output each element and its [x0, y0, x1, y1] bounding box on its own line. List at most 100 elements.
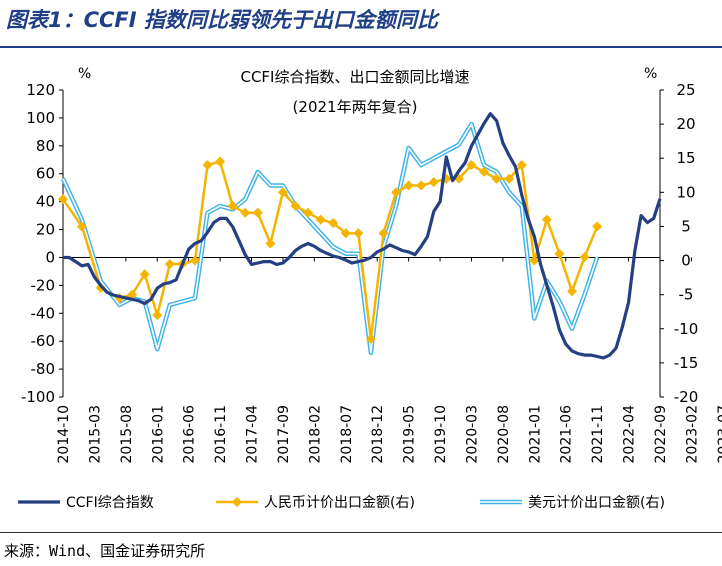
series-rmb-export-point [554, 248, 565, 259]
series-rmb-export-point [365, 334, 376, 345]
x-axis-ticks: 2014-10 2015-03 2015-08 2016-01 2016-06 2016-… [56, 257, 722, 464]
chart-subtitle: (2021年两年复合) [293, 98, 418, 116]
series-rmb-export-point [240, 207, 251, 218]
x-tick-label: 2021-11 [590, 405, 606, 464]
series-rmb-export-point [491, 173, 502, 184]
series-rmb-export-point [303, 207, 314, 218]
series-rmb-export-point [127, 289, 138, 300]
source-rule [0, 532, 722, 533]
right-tick-label: -5 [679, 286, 694, 304]
series-rmb-export-point [479, 166, 490, 177]
series-rmb-export-line [61, 160, 599, 341]
series-ccfi-line [63, 112, 662, 360]
legend-rmb-marker [232, 497, 242, 507]
chart-title: CCFI综合指数、出口金额同比增速 [240, 68, 469, 86]
chart-series [58, 112, 662, 360]
series-usd-export-line [60, 121, 600, 355]
left-tick-label: 20 [36, 221, 55, 239]
series-rmb-export-point [416, 180, 427, 191]
x-tick-label: 2019-10 [433, 405, 449, 464]
right-tick-label: 15 [676, 149, 695, 167]
x-tick-label: 2018-12 [370, 405, 386, 464]
series-rmb-export-point [516, 160, 527, 171]
x-tick-label: 2022-04 [622, 405, 638, 464]
left-tick-label: -60 [31, 332, 56, 350]
series-rmb-export-point [164, 258, 175, 269]
x-tick-label: 2016-06 [182, 405, 198, 464]
x-tick-label: 2017-04 [245, 405, 261, 464]
series-rmb-export-point [315, 214, 326, 225]
legend-usd-label: 美元计价出口金额(右) [528, 495, 665, 511]
series-rmb-export-point [504, 173, 515, 184]
left-tick-label: 60 [36, 165, 55, 183]
x-tick-label: 2018-02 [307, 405, 323, 464]
left-tick-label: -20 [31, 276, 56, 294]
series-rmb-export-point [579, 252, 590, 263]
left-tick-label: -80 [31, 360, 56, 378]
x-tick-label: 2021-06 [559, 405, 575, 464]
series-rmb-export-point [290, 200, 301, 211]
left-tick-label: 120 [26, 81, 55, 99]
right-tick-label: 0 [681, 252, 691, 270]
x-tick-label: 2019-05 [402, 405, 418, 464]
left-tick-label: 40 [36, 193, 55, 211]
series-rmb-export-point [428, 177, 439, 188]
left-tick-label: 0 [45, 248, 55, 266]
left-tick-label: -100 [21, 388, 55, 406]
series-rmb-export-point [353, 228, 364, 239]
left-axis-unit: % [78, 66, 91, 82]
chart-legend: CCFI综合指数 人民币计价出口金额(右) 美元计价出口金额(右) [18, 495, 665, 511]
series-rmb-export-point [202, 160, 213, 171]
x-tick-label: 2015-08 [119, 405, 135, 464]
series-rmb-export-point [76, 221, 87, 232]
legend-ccfi-label: CCFI综合指数 [66, 495, 154, 511]
right-tick-label: 5 [681, 217, 691, 235]
x-tick-label: 2020-03 [464, 405, 480, 464]
left-tick-label: 100 [26, 109, 55, 127]
x-tick-label: 2023-02 [684, 405, 700, 464]
series-rmb-export-point [466, 160, 477, 171]
x-tick-label: 2022-09 [653, 405, 669, 464]
series-rmb-export-point [378, 228, 389, 239]
x-tick-label: 2017-09 [276, 405, 292, 464]
x-tick-label: 2015-03 [87, 405, 103, 464]
source-note: 来源：Wind、国金证券研究所 [4, 542, 206, 560]
right-tick-label: -15 [674, 354, 699, 372]
series-rmb-export-point [403, 180, 414, 191]
right-tick-label: 20 [676, 115, 695, 133]
series-rmb-export-point [541, 214, 552, 225]
x-tick-label: 2016-11 [213, 405, 229, 464]
right-axis-ticks: 25 20 15 10 5 0 -5 -10 -15 -20 [660, 81, 698, 406]
series-rmb-export-point [328, 218, 339, 229]
series-rmb-export-point [265, 238, 276, 249]
series-usd-export-line-inner [62, 123, 598, 354]
series-rmb-export-point [391, 187, 402, 198]
series-rmb-export-point [592, 221, 603, 232]
series-rmb-export-point [139, 269, 150, 280]
x-tick-label: 2016-01 [150, 405, 166, 464]
series-rmb-export-point [277, 187, 288, 198]
right-tick-label: -20 [674, 388, 699, 406]
series-rmb-export-point [252, 207, 263, 218]
x-tick-label: 2018-07 [339, 405, 355, 464]
x-tick-label: 2020-08 [496, 405, 512, 464]
right-tick-label: -10 [674, 320, 699, 338]
series-rmb-export-point [58, 194, 68, 205]
right-tick-label: 10 [676, 183, 695, 201]
x-tick-label: 2023-07 [716, 405, 722, 464]
left-tick-label: 80 [36, 137, 55, 155]
series-rmb-export-point [215, 156, 226, 167]
series-rmb-export-point [227, 200, 238, 211]
left-tick-label: -40 [31, 304, 56, 322]
legend-rmb-label: 人民币计价出口金额(右) [264, 495, 415, 511]
x-tick-label: 2021-01 [527, 405, 543, 464]
series-rmb-export-point [567, 286, 578, 297]
figure-title: 图表1：CCFI 指数同比弱领先于出口金额同比 [6, 8, 438, 32]
series-rmb-export-point [152, 310, 163, 321]
left-axis-ticks: 120 100 80 60 40 20 0 -20 -40 -60 -80 -100 [21, 81, 63, 406]
title-rule [0, 46, 722, 48]
right-axis-unit: % [644, 66, 657, 82]
x-tick-label: 2014-10 [56, 405, 72, 464]
series-rmb-export-point [340, 228, 351, 239]
